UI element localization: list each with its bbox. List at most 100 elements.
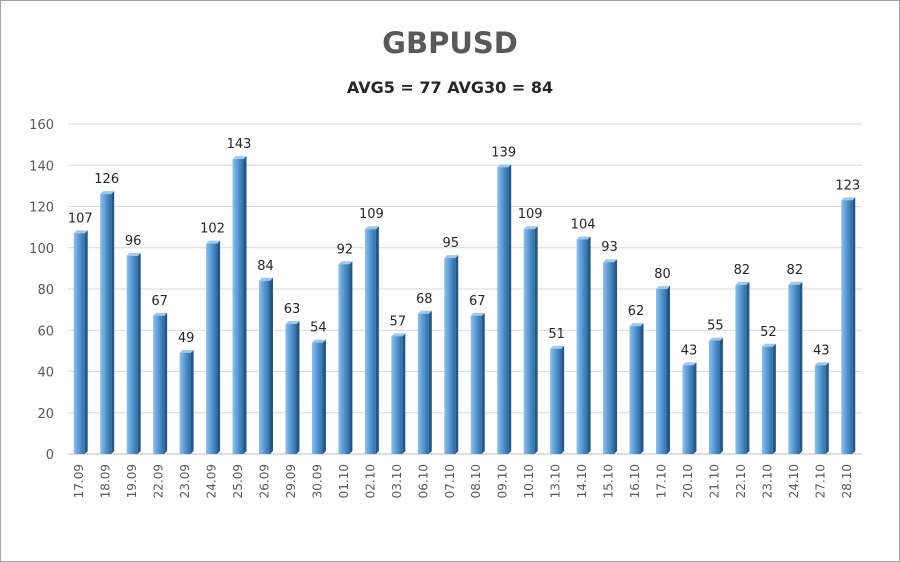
data-label: 57 <box>390 314 407 329</box>
data-label: 139 <box>491 145 516 160</box>
bar-side <box>693 362 697 454</box>
bar <box>603 262 615 454</box>
y-tick-label: 80 <box>37 283 54 298</box>
data-label: 82 <box>787 263 804 278</box>
bar <box>417 313 429 454</box>
bar <box>311 342 323 454</box>
bar <box>364 229 376 454</box>
bar-top <box>497 164 512 168</box>
bar-top <box>311 339 326 343</box>
bar-side <box>825 362 829 454</box>
bar-top <box>338 261 353 265</box>
bar-side <box>322 339 326 454</box>
data-label: 55 <box>707 319 724 334</box>
x-tick-label: 17.09 <box>72 464 86 498</box>
bar-side <box>561 345 565 454</box>
data-label: 84 <box>257 259 274 274</box>
data-label: 95 <box>442 236 459 251</box>
x-tick-label: 26.09 <box>258 464 272 498</box>
data-label: 126 <box>94 172 119 187</box>
data-label: 123 <box>835 178 860 193</box>
x-tick-label: 29.09 <box>284 464 298 498</box>
bar-top <box>206 240 221 244</box>
bar-side <box>164 312 168 454</box>
bar <box>788 284 800 454</box>
bar <box>523 229 535 454</box>
bar-side <box>640 323 644 454</box>
x-tick-label: 03.10 <box>390 464 404 498</box>
x-tick-label: 01.10 <box>337 464 351 498</box>
bar-side <box>217 240 221 454</box>
bar-top <box>153 312 168 316</box>
x-tick-label: 19.09 <box>125 464 139 498</box>
data-label: 63 <box>284 302 301 317</box>
bar-top <box>523 226 538 230</box>
x-tick-label: 02.10 <box>363 464 377 498</box>
bar-top <box>841 197 856 201</box>
bar-top <box>73 230 88 234</box>
bar-side <box>614 259 618 454</box>
bar <box>629 326 641 454</box>
bar-top <box>444 255 459 259</box>
x-tick-label: 30.09 <box>310 464 324 498</box>
data-label: 109 <box>359 207 384 222</box>
bar <box>100 194 112 454</box>
x-tick-label: 18.09 <box>99 464 113 498</box>
y-tick-label: 160 <box>29 118 54 133</box>
bar-top <box>656 286 670 289</box>
bar <box>497 167 509 454</box>
bar <box>285 324 297 454</box>
data-label: 93 <box>601 240 618 255</box>
bar-side <box>667 286 670 454</box>
data-label: 107 <box>68 211 93 226</box>
x-tick-label: 08.10 <box>469 464 483 498</box>
x-tick-label: 22.09 <box>152 464 166 498</box>
data-label: 92 <box>337 242 354 257</box>
bar-top <box>761 343 776 347</box>
bar <box>656 289 667 454</box>
bar <box>232 159 244 454</box>
bar-top <box>682 362 697 366</box>
bar-side <box>508 164 512 454</box>
bar-top <box>708 337 723 341</box>
x-tick-label: 15.10 <box>602 464 616 498</box>
bar-side <box>296 321 300 454</box>
bar <box>576 239 588 454</box>
data-label: 62 <box>628 304 645 319</box>
x-tick-label: 24.10 <box>787 464 801 498</box>
x-tick-label: 28.10 <box>840 464 854 498</box>
bar-side <box>270 277 273 454</box>
chart-title: GBPUSD <box>382 26 518 60</box>
bar <box>470 315 482 454</box>
bar-side <box>799 281 803 454</box>
bar-side <box>428 310 432 454</box>
bar-top <box>576 236 591 240</box>
data-label: 51 <box>548 327 565 342</box>
x-tick-label: 23.10 <box>760 464 774 498</box>
data-label: 96 <box>125 234 142 249</box>
bar-side <box>746 281 750 454</box>
bar <box>259 280 270 454</box>
bar-top <box>179 349 194 353</box>
bar-top <box>814 362 829 366</box>
bar <box>735 284 747 454</box>
bar-side <box>375 226 379 454</box>
bar-side <box>534 226 538 454</box>
bar-top <box>391 333 406 337</box>
bar <box>682 365 694 454</box>
bar <box>761 346 773 454</box>
data-label: 82 <box>734 263 751 278</box>
x-tick-label: 20.10 <box>681 464 695 498</box>
bar-side <box>719 337 723 454</box>
bar <box>73 233 85 454</box>
x-tick-label: 06.10 <box>416 464 430 498</box>
y-tick-label: 20 <box>37 407 54 422</box>
data-label: 43 <box>813 343 830 358</box>
x-tick-label: 07.10 <box>443 464 457 498</box>
bar-top <box>100 191 115 195</box>
bar <box>338 264 350 454</box>
data-label: 80 <box>654 267 671 282</box>
bar-top <box>550 345 565 349</box>
bar-side <box>481 312 485 454</box>
x-tick-label: 27.10 <box>813 464 827 498</box>
